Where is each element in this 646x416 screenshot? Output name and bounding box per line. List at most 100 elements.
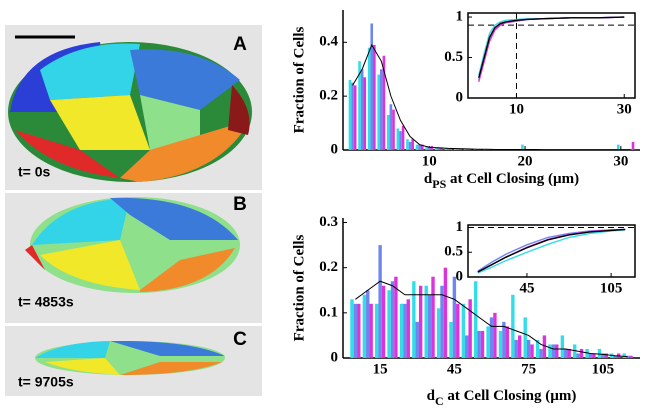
bar: [430, 145, 434, 150]
bar: [493, 312, 497, 358]
bar: [425, 145, 428, 150]
bar: [431, 276, 435, 358]
y-tick-label: 0.1: [319, 304, 338, 320]
bar: [530, 344, 534, 358]
bar: [613, 355, 617, 358]
x-label-text: at Cell Closing (µm): [444, 388, 577, 404]
x-tick-label: 105: [600, 280, 623, 296]
bar: [412, 281, 416, 358]
bar: [377, 74, 381, 150]
y-axis-label: Fraction of Cells: [291, 27, 307, 134]
data-line: [477, 229, 626, 274]
y-tick-label: 0.5: [444, 244, 463, 260]
bar: [459, 148, 462, 150]
bar: [444, 147, 448, 150]
y-tick-label: 0.4: [319, 34, 338, 50]
bar: [401, 125, 405, 150]
x-axis-label: dC at Cell Closing (µm): [427, 388, 577, 407]
bar: [511, 294, 515, 358]
y-tick-label: 0: [331, 141, 339, 157]
bar: [394, 276, 398, 358]
bar: [390, 281, 395, 358]
bar: [468, 299, 472, 358]
y-tick-label: 0.5: [444, 49, 463, 65]
bar: [452, 276, 457, 358]
panel-b-image: B t= 4853s: [5, 193, 262, 323]
y-tick-label: 0: [456, 268, 464, 284]
bar: [408, 141, 412, 150]
bar: [629, 355, 633, 358]
bar: [357, 303, 361, 358]
bar: [396, 128, 400, 150]
panel-label: B: [233, 194, 247, 215]
y-tick-label: 1: [456, 8, 464, 24]
bar: [465, 335, 469, 358]
y-axis-label: Fraction of Cells: [291, 235, 307, 342]
bar: [514, 339, 518, 358]
bar: [573, 344, 577, 358]
bar: [601, 353, 605, 358]
bar: [588, 353, 593, 358]
bar: [604, 353, 608, 358]
bar: [367, 47, 371, 150]
bar: [358, 61, 361, 150]
x-tick-label: 75: [521, 361, 536, 377]
bar: [461, 303, 466, 358]
bar: [449, 321, 453, 358]
bar: [434, 147, 438, 150]
y-tick-label: 1: [456, 219, 464, 235]
x-tick-label: 105: [592, 361, 615, 377]
time-label: t= 0s: [18, 164, 51, 180]
bar: [350, 299, 354, 358]
x-tick-label: 45: [519, 280, 534, 296]
x-tick-label: 15: [373, 361, 388, 377]
bar: [399, 131, 402, 150]
bar: [560, 335, 565, 358]
bar: [535, 339, 540, 358]
x-axis-label: dPS at Cell Closing (µm): [424, 171, 579, 190]
inset-frame: [467, 12, 636, 99]
bar: [378, 245, 382, 358]
bar: [415, 321, 419, 358]
bar: [353, 85, 357, 150]
bar: [505, 326, 509, 358]
bar: [447, 148, 450, 150]
bar: [392, 109, 395, 150]
bar: [363, 77, 367, 150]
panel-label: C: [233, 329, 247, 350]
bar: [351, 82, 354, 150]
bar: [498, 330, 503, 358]
bar: [366, 290, 370, 358]
x-tick-label: 20: [518, 153, 533, 169]
bar: [466, 148, 469, 150]
bar: [403, 303, 407, 358]
bar: [592, 353, 596, 358]
bar: [576, 353, 580, 358]
x-label-symbol: d: [427, 388, 436, 404]
bar: [406, 299, 410, 358]
bar: [517, 335, 522, 358]
bar: [564, 348, 568, 358]
bar: [539, 348, 543, 358]
time-label: t= 4853s: [18, 294, 74, 310]
bar: [526, 339, 531, 358]
y-tick-label: 0: [331, 349, 339, 365]
y-tick-label: 0.2: [319, 88, 338, 104]
bar: [373, 45, 376, 150]
bar: [579, 348, 584, 358]
x-tick-label: 30: [617, 101, 632, 117]
bar: [616, 144, 620, 150]
bar: [418, 144, 421, 150]
bar: [427, 147, 431, 150]
bar: [456, 148, 460, 150]
bar: [369, 303, 373, 358]
time-label: t= 9705s: [18, 374, 74, 390]
bar: [477, 330, 481, 358]
bar: [375, 303, 379, 358]
bar: [489, 317, 494, 358]
bar: [454, 148, 457, 150]
bar: [382, 55, 386, 151]
bar: [474, 281, 478, 358]
bar: [348, 80, 352, 150]
